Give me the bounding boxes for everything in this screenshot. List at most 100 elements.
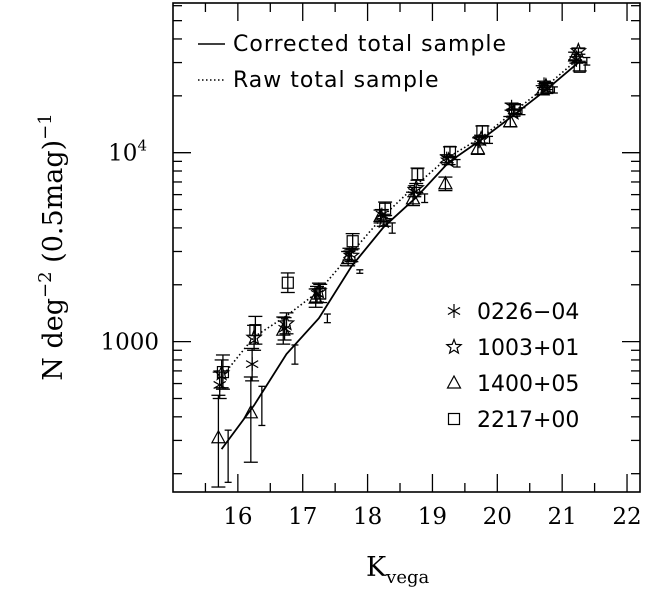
triangle-marker-shape: [470, 140, 486, 155]
triangle-point: [470, 140, 486, 155]
triangle-marker-shape: [275, 321, 291, 336]
point-errorbar: [410, 167, 425, 181]
y-axis-label-sup2: −1: [35, 113, 56, 140]
square-marker-shape: [378, 202, 392, 215]
triangle-marker-shape: [210, 429, 226, 444]
corrected-errorbar: [388, 222, 396, 234]
square-marker-shape: [541, 81, 554, 95]
square-marker-shape: [476, 125, 489, 138]
square-marker-shape: [411, 168, 424, 181]
square-marker-shape: [573, 60, 586, 73]
corrected-errorbar: [356, 269, 364, 274]
raw-total-line: [220, 57, 579, 378]
star-point: [375, 211, 393, 229]
star-point: [342, 246, 361, 264]
legend-asterisk-icon: [447, 304, 461, 318]
triangle-point: [535, 81, 551, 96]
point-errorbar: [470, 142, 485, 156]
square-point: [411, 168, 424, 181]
legend-label-corrected: Corrected total sample: [233, 32, 507, 57]
legend-star-icon: [445, 337, 463, 355]
point-errorbar: [540, 83, 555, 93]
square-marker-shape: [447, 412, 461, 426]
x-tick-label: 16: [223, 504, 252, 530]
triangle-point: [340, 250, 356, 265]
square-marker-shape: [346, 235, 359, 248]
point-errorbar: [248, 315, 263, 345]
square-point: [508, 103, 521, 116]
point-errorbar: [243, 376, 258, 463]
point-errorbar: [215, 354, 230, 390]
y-tick-label-base: 10: [108, 141, 137, 167]
x-axis-label-sub: vega: [385, 567, 429, 588]
corrected-errorbar: [224, 429, 232, 483]
star-point: [504, 103, 523, 121]
axis-ticks: 16 17 18 19 20 21 22 1000 104: [100, 3, 642, 530]
square-point: [216, 365, 230, 379]
y-tick-label-exponent: 4: [137, 137, 147, 155]
triangle-point: [502, 113, 518, 128]
legend-label-square: 2217+00: [477, 408, 579, 433]
triangle-point: [275, 321, 291, 336]
legend-square-icon: [447, 412, 461, 426]
triangle-marker-shape: [340, 250, 356, 265]
data-points: [210, 41, 591, 488]
star-marker-shape: [439, 151, 458, 168]
asterisk-marker-stroke: [447, 306, 461, 316]
legend-label-triangle: 1400+05: [477, 372, 579, 397]
corrected-errorbar: [486, 135, 494, 145]
point-errorbar: [280, 272, 295, 294]
x-tick-label: 22: [612, 504, 641, 530]
x-tick-label: 18: [353, 504, 382, 530]
point-errorbar: [572, 61, 587, 72]
star-marker-shape: [277, 314, 296, 331]
square-marker-shape: [216, 365, 230, 379]
y-tick-label: 1000: [100, 330, 159, 356]
y-axis-label-rest: (0.5mag): [38, 140, 69, 272]
square-point: [573, 60, 586, 73]
triangle-marker-shape: [243, 404, 259, 419]
line-legend: Corrected total sample Raw total sample: [198, 32, 507, 93]
corrected-errorbar: [258, 385, 266, 427]
triangle-marker-shape: [437, 175, 453, 190]
corrected-errorbar: [323, 313, 331, 324]
corrected-errorbar: [550, 86, 558, 94]
asterisk-marker-stroke: [245, 360, 259, 369]
x-axis-label-main: K: [366, 552, 387, 583]
star-marker-shape: [212, 364, 231, 381]
square-point: [281, 276, 294, 289]
y-tick-label: 104: [108, 137, 147, 167]
square-marker-shape: [281, 276, 294, 289]
series-square: [215, 60, 587, 390]
square-point: [541, 81, 554, 95]
asterisk-point: [245, 357, 259, 372]
square-point: [314, 287, 327, 300]
square-point: [476, 125, 489, 138]
star-marker-shape: [375, 211, 393, 229]
y-axis-label-sup: −2: [35, 271, 56, 298]
star-marker-shape: [504, 103, 523, 121]
triangle-point: [243, 404, 259, 419]
triangle-point: [405, 190, 421, 205]
star-point: [277, 314, 296, 331]
square-marker-shape: [508, 103, 521, 116]
star-point: [212, 364, 231, 381]
square-point: [378, 202, 392, 215]
point-errorbar: [378, 201, 393, 217]
star-marker-shape: [407, 178, 425, 196]
corrected-errorbar: [291, 344, 299, 365]
square-marker-shape: [443, 145, 457, 158]
x-axis-label: Kvega: [366, 552, 430, 588]
y-axis-label-main: N deg: [38, 298, 69, 381]
asterisk-marker-stroke: [278, 324, 291, 333]
square-point: [249, 324, 262, 337]
triangle-marker-shape: [535, 81, 551, 96]
corrected-errorbar: [518, 107, 526, 116]
triangle-point: [210, 429, 226, 444]
y-axis-label: N deg−2 (0.5mag)−1: [35, 113, 69, 380]
x-tick-label: 17: [288, 504, 317, 530]
triangle-marker-shape: [405, 190, 421, 205]
star-marker-shape: [342, 246, 361, 264]
triangle-point: [437, 175, 453, 190]
